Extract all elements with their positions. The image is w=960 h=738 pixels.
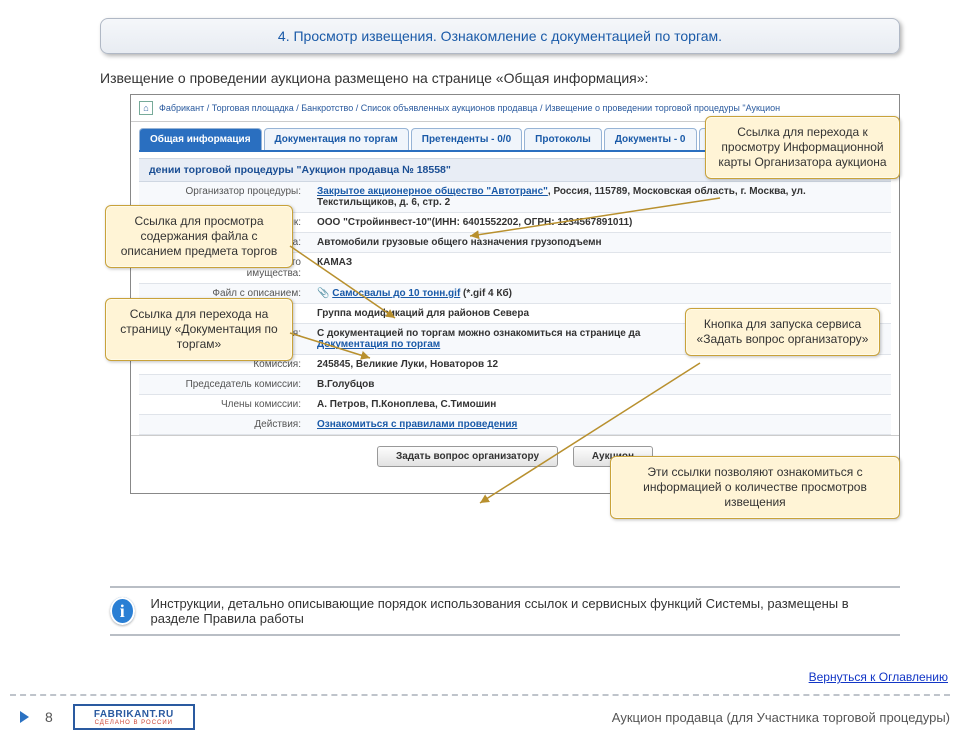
ask-organizer-button[interactable]: Задать вопрос организатору — [377, 446, 558, 467]
callout-organizer-card: Ссылка для перехода к просмотру Информац… — [705, 116, 900, 179]
logo-line2: СДЕЛАНО В РОССИИ — [95, 720, 173, 726]
callout-view-counts: Эти ссылки позволяют ознакомиться с инфо… — [610, 456, 900, 519]
footer-caption: Аукцион продавца (для Участника торговой… — [612, 710, 950, 725]
value: ООО "Стройинвест-10"(ИНН: 6401552202, ОГ… — [309, 213, 891, 232]
page-number: 8 — [45, 709, 53, 725]
callout-ask-button: Кнопка для запуска сервиса «Задать вопро… — [685, 308, 880, 356]
callout-file-link: Ссылка для просмотра содержания файла с … — [105, 205, 293, 268]
tab-documents[interactable]: Документы - 0 — [604, 128, 697, 150]
info-text: Инструкции, детально описывающие порядок… — [151, 596, 900, 626]
value: Автомобили грузовые общего назначения гр… — [309, 233, 891, 252]
organizer-link[interactable]: Закрытое акционерное общество "Автотранс… — [317, 186, 548, 197]
triangle-icon — [20, 711, 29, 723]
info-block: i Инструкции, детально описывающие поряд… — [110, 578, 900, 644]
section-title: 4. Просмотр извещения. Ознакомление с до… — [100, 18, 900, 54]
logo-line1: FABRIKANT.RU — [94, 709, 174, 720]
divider — [10, 694, 950, 696]
value: С документацией по торгам можно ознакоми… — [317, 328, 640, 339]
tab-protocols[interactable]: Протоколы — [524, 128, 602, 150]
intro-text: Извещение о проведении аукциона размещен… — [100, 70, 900, 86]
fabrikant-logo: FABRIKANT.RU СДЕЛАНО В РОССИИ — [73, 704, 195, 730]
value: (*.gif 4 Кб) — [460, 288, 512, 299]
value: КАМАЗ — [309, 253, 891, 283]
label: Действия: — [139, 415, 309, 434]
label: Члены комиссии: — [139, 395, 309, 414]
return-to-toc-link[interactable]: Вернуться к Оглавлению — [809, 670, 948, 684]
paperclip-icon: 📎 — [317, 288, 332, 299]
rules-link[interactable]: Ознакомиться с правилами проведения — [317, 419, 517, 430]
value: 245845, Великие Луки, Новаторов 12 — [309, 355, 891, 374]
tab-applicants[interactable]: Претенденты - 0/0 — [411, 128, 522, 150]
breadcrumb-text: Фабрикант / Торговая площадка / Банкротс… — [159, 103, 780, 113]
footer: 8 FABRIKANT.RU СДЕЛАНО В РОССИИ Аукцион … — [20, 704, 950, 730]
file-link[interactable]: Самосвалы до 10 тонн.gif — [332, 288, 460, 299]
value: В.Голубцов — [309, 375, 891, 394]
callout-docs-link: Ссылка для перехода на страницу «Докумен… — [105, 298, 293, 361]
tab-general[interactable]: Общая информация — [139, 128, 262, 150]
label: Председатель комиссии: — [139, 375, 309, 394]
home-icon[interactable]: ⌂ — [139, 101, 153, 115]
docs-link[interactable]: Документация по торгам — [317, 339, 440, 350]
info-icon: i — [110, 597, 135, 625]
value: А. Петров, П.Коноплева, С.Тимошин — [309, 395, 891, 414]
tab-docs[interactable]: Документация по торгам — [264, 128, 409, 150]
